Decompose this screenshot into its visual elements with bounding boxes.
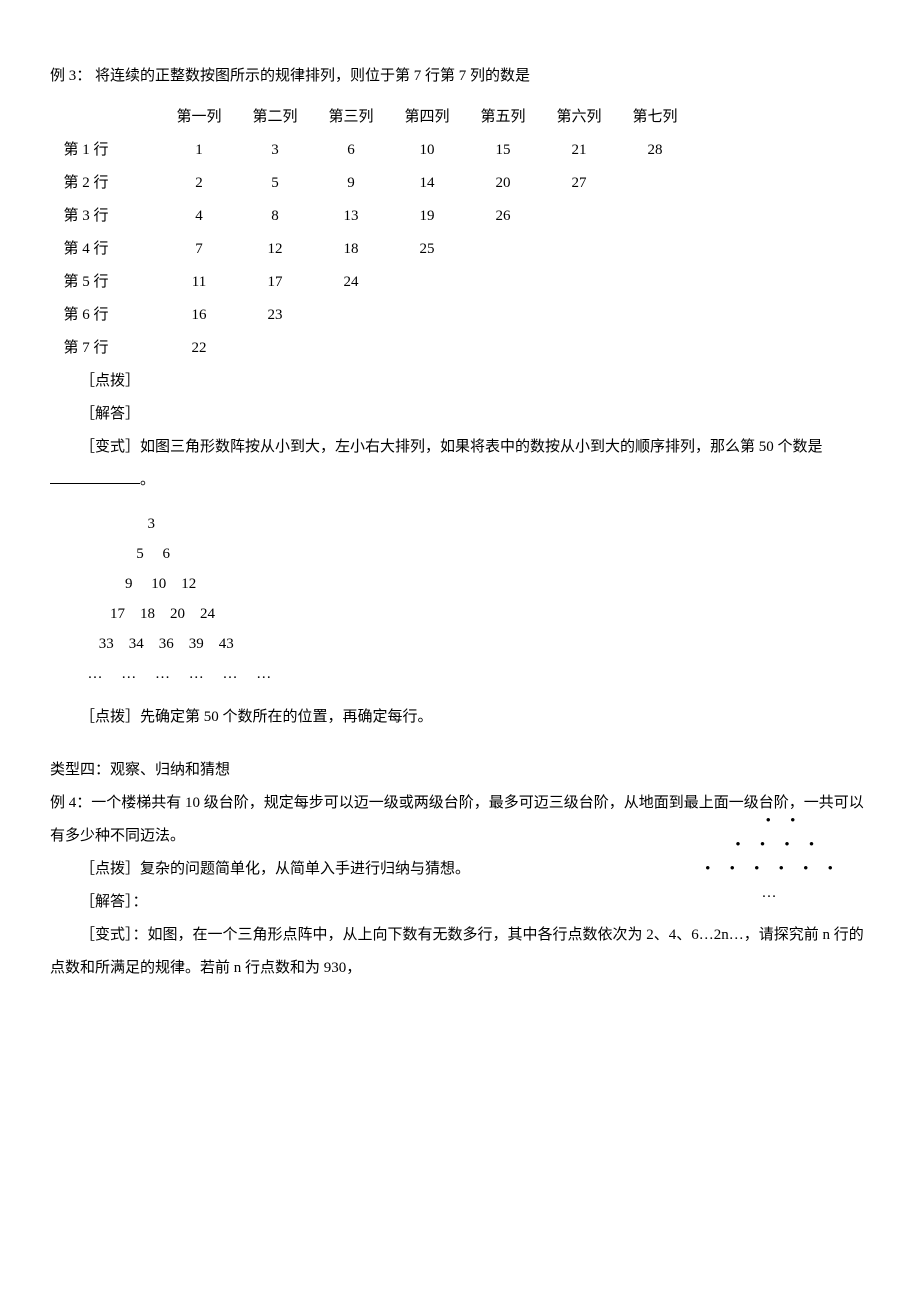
ex3-variant-prefix: ［变式］如图三角形数阵按从小到大，左小右大排列，如果将表中的数按从小到大的顺序排… xyxy=(80,439,823,455)
table-row: 第 3 行 4 8 13 19 26 xyxy=(50,200,686,233)
cell: 7 xyxy=(168,233,230,266)
ex3-triangle-figure: 3 5 6 9 10 12 17 18 20 24 33 34 36 39 43… xyxy=(50,509,870,689)
ex3-variant-suffix: 。 xyxy=(140,472,155,488)
cell xyxy=(396,299,458,332)
cell: 16 xyxy=(168,299,230,332)
cell: 28 xyxy=(624,134,686,167)
cell xyxy=(472,299,534,332)
cell: 13 xyxy=(320,200,382,233)
triangle-row: 5 6 xyxy=(50,539,870,569)
cell: 2 xyxy=(168,167,230,200)
cell xyxy=(624,233,686,266)
dot-row: • • • • • • xyxy=(670,857,870,881)
col-header: 第一列 xyxy=(168,101,230,134)
cell: 8 xyxy=(244,200,306,233)
cell: 27 xyxy=(548,167,610,200)
cell: 22 xyxy=(168,332,230,365)
cell xyxy=(624,332,686,365)
cell xyxy=(472,266,534,299)
cell: 6 xyxy=(320,134,382,167)
cell xyxy=(548,332,610,365)
cell: 5 xyxy=(244,167,306,200)
cell: 9 xyxy=(320,167,382,200)
cell: 15 xyxy=(472,134,534,167)
row-label: 第 7 行 xyxy=(50,332,122,365)
blank-underline xyxy=(50,468,140,484)
cell xyxy=(624,299,686,332)
cell xyxy=(396,332,458,365)
dot-row: • • • • xyxy=(670,833,870,857)
cell xyxy=(624,167,686,200)
col-header: 第六列 xyxy=(548,101,610,134)
row-label: 第 4 行 xyxy=(50,233,122,266)
cell: 17 xyxy=(244,266,306,299)
triangle-row: 3 xyxy=(50,509,870,539)
cell xyxy=(548,233,610,266)
table-row: 第 1 行 1 3 6 10 15 21 28 xyxy=(50,134,686,167)
cell xyxy=(548,200,610,233)
row-label: 第 2 行 xyxy=(50,167,122,200)
ex4-variant: ［变式］：如图，在一个三角形点阵中，从上向下数有无数多行，其中各行点数依次为 2… xyxy=(50,919,870,985)
cell: 1 xyxy=(168,134,230,167)
triangle-row: … … … … … … xyxy=(50,659,870,689)
col-header: 第四列 xyxy=(396,101,458,134)
dot-row-ellipsis: … xyxy=(670,881,870,905)
ex3-number-table: 第一列 第二列 第三列 第四列 第五列 第六列 第七列 第 1 行 1 3 6 … xyxy=(50,101,686,365)
cell xyxy=(548,266,610,299)
cell xyxy=(472,233,534,266)
col-header: 第三列 xyxy=(320,101,382,134)
cell: 23 xyxy=(244,299,306,332)
cell xyxy=(624,200,686,233)
cell: 4 xyxy=(168,200,230,233)
row-label: 第 3 行 xyxy=(50,200,122,233)
row-label: 第 5 行 xyxy=(50,266,122,299)
cell: 21 xyxy=(548,134,610,167)
ex3-heading: 例 3： 将连续的正整数按图所示的规律排列，则位于第 7 行第 7 列的数是 xyxy=(50,60,870,93)
col-header: 第七列 xyxy=(624,101,686,134)
table-header-row: 第一列 第二列 第三列 第四列 第五列 第六列 第七列 xyxy=(50,101,686,134)
cell xyxy=(472,332,534,365)
ex3-variant-hint: ［点拨］先确定第 50 个数所在的位置，再确定每行。 xyxy=(50,701,870,734)
cell: 12 xyxy=(244,233,306,266)
table-row: 第 5 行 11 17 24 xyxy=(50,266,686,299)
cell xyxy=(320,299,382,332)
row-label: 第 6 行 xyxy=(50,299,122,332)
cell: 14 xyxy=(396,167,458,200)
ex3-variant: ［变式］如图三角形数阵按从小到大，左小右大排列，如果将表中的数按从小到大的顺序排… xyxy=(50,431,870,497)
table-row: 第 2 行 2 5 9 14 20 27 xyxy=(50,167,686,200)
dot-triangle-figure: • • • • • • • • • • • • … xyxy=(670,809,870,905)
cell xyxy=(548,299,610,332)
dot-row: • • xyxy=(670,809,870,833)
cell: 19 xyxy=(396,200,458,233)
cell: 25 xyxy=(396,233,458,266)
cell xyxy=(624,266,686,299)
table-row: 第 7 行 22 xyxy=(50,332,686,365)
cell xyxy=(320,332,382,365)
cell: 10 xyxy=(396,134,458,167)
ex3-hint-label: ［点拨］ xyxy=(50,365,870,398)
cell: 26 xyxy=(472,200,534,233)
cell: 3 xyxy=(244,134,306,167)
table-row: 第 6 行 16 23 xyxy=(50,299,686,332)
cell: 24 xyxy=(320,266,382,299)
triangle-row: 9 10 12 xyxy=(50,569,870,599)
col-header: 第二列 xyxy=(244,101,306,134)
cell xyxy=(396,266,458,299)
cell xyxy=(244,332,306,365)
cell: 18 xyxy=(320,233,382,266)
type4-title: 类型四：观察、归纳和猜想 xyxy=(50,754,870,787)
ex3-answer-label: ［解答］ xyxy=(50,398,870,431)
triangle-row: 17 18 20 24 xyxy=(50,599,870,629)
col-header: 第五列 xyxy=(472,101,534,134)
cell: 20 xyxy=(472,167,534,200)
ex4-wrap: • • • • • • • • • • • • … 例 4：一个楼梯共有 10 … xyxy=(50,787,870,985)
table-row: 第 4 行 7 12 18 25 xyxy=(50,233,686,266)
row-label: 第 1 行 xyxy=(50,134,122,167)
triangle-row: 33 34 36 39 43 xyxy=(50,629,870,659)
cell: 11 xyxy=(168,266,230,299)
